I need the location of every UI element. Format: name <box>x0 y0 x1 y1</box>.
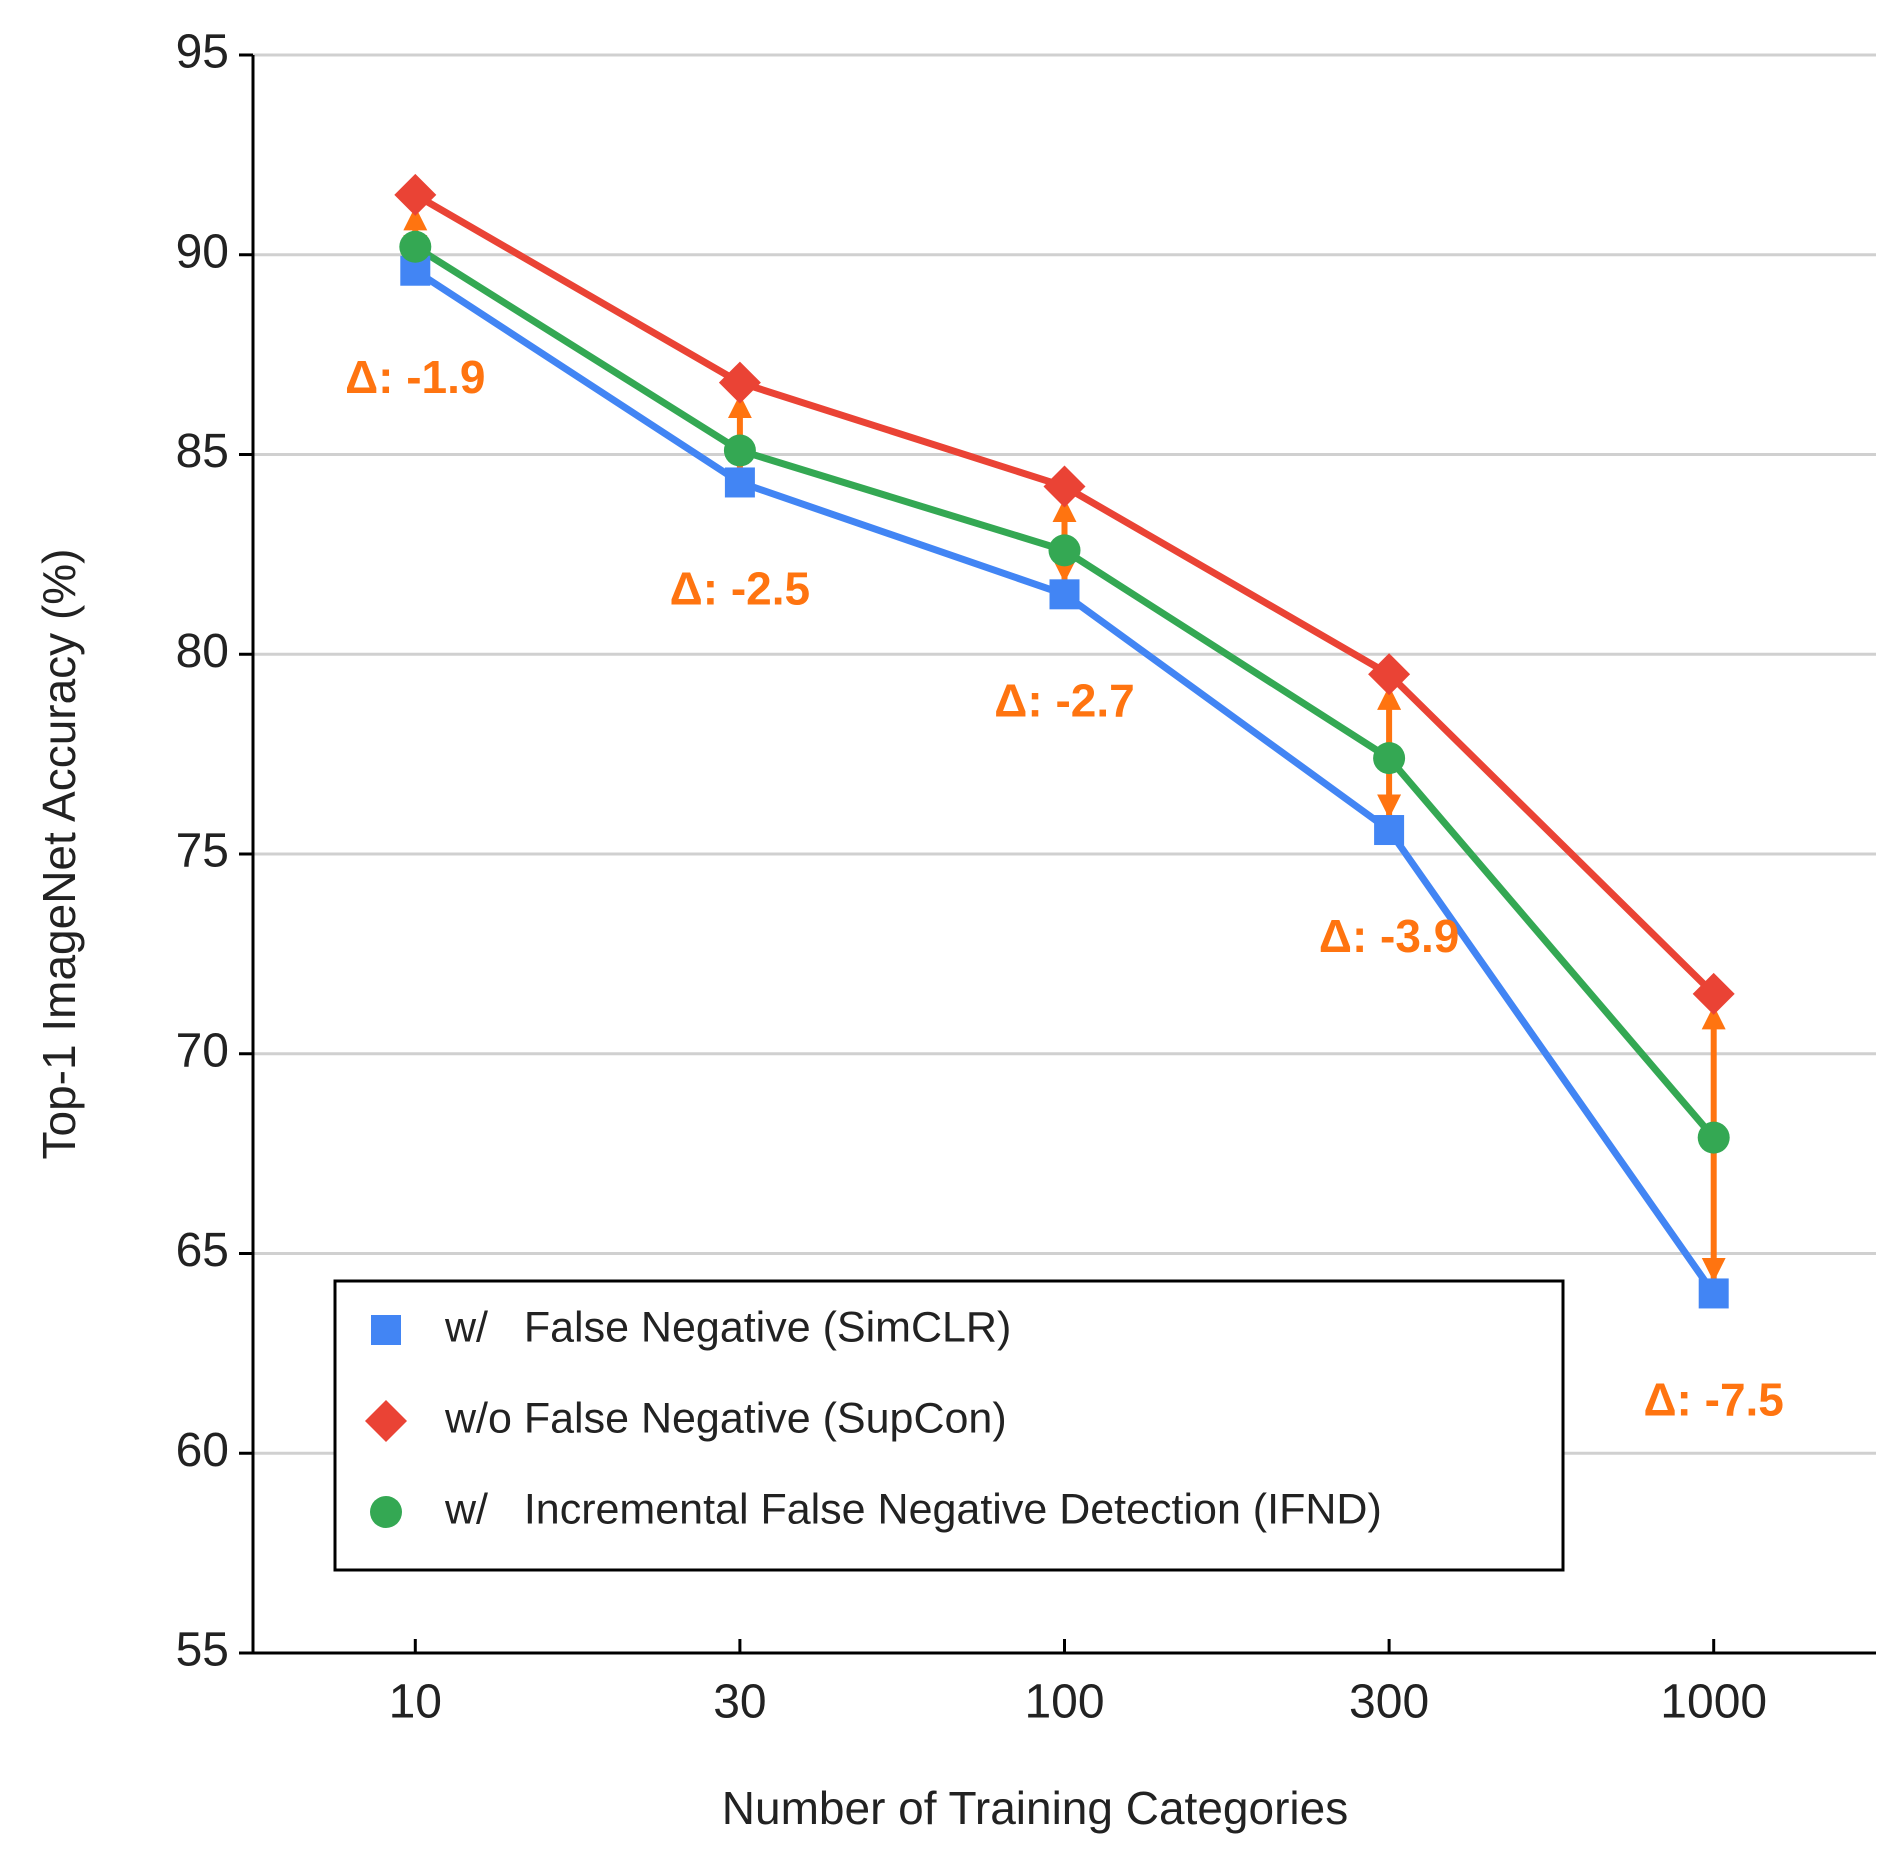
point <box>394 173 437 216</box>
point <box>724 467 755 498</box>
y-tick-label: 55 <box>176 1624 229 1677</box>
point <box>399 230 432 263</box>
legend-label: w/ Incremental False Negative Detection … <box>444 1485 1382 1533</box>
point <box>371 1315 401 1345</box>
point <box>1043 465 1086 508</box>
point <box>718 361 761 404</box>
point <box>1374 815 1405 846</box>
legend-label: w/o False Negative (SupCon) <box>444 1394 1007 1442</box>
y-tick-label: 85 <box>176 425 229 478</box>
point <box>1692 972 1735 1015</box>
x-tick-label: 300 <box>1349 1676 1429 1729</box>
legend-box <box>333 1279 1565 1572</box>
y-tick-label: 75 <box>176 825 229 878</box>
point <box>365 1400 407 1442</box>
y-tick-label: 65 <box>176 1224 229 1277</box>
delta-label: Δ: -7.5 <box>1643 1374 1783 1426</box>
series-line <box>413 267 1717 1296</box>
legend-label: w/ False Negative (SimCLR) <box>444 1303 1011 1351</box>
delta-label: Δ: -1.9 <box>345 351 485 403</box>
point <box>723 434 756 467</box>
y-tick-label: 80 <box>176 625 229 678</box>
x-tick-label: 1000 <box>1660 1676 1767 1729</box>
y-tick-label: 60 <box>176 1424 229 1477</box>
point <box>370 1496 402 1528</box>
delta-label: Δ: -2.5 <box>670 563 810 615</box>
y-tick-label: 95 <box>176 26 229 79</box>
y-tick-label: 90 <box>176 225 229 278</box>
delta-label: Δ: -3.9 <box>1319 910 1459 962</box>
x-tick-label: 10 <box>389 1676 442 1729</box>
x-tick-label: 100 <box>1024 1676 1104 1729</box>
legend: w/ False Negative (SimCLR) w/o False Nega… <box>333 1279 1565 1572</box>
x-axis-title: Number of Training Categories <box>722 1782 1348 1834</box>
delta-label: Δ: -2.7 <box>994 674 1134 726</box>
point <box>1368 653 1411 696</box>
point <box>1373 742 1406 775</box>
x-tick-label: 30 <box>713 1676 766 1729</box>
y-tick-label: 70 <box>176 1024 229 1077</box>
y-axis-title: Top-1 ImageNet Accuracy (%) <box>33 548 85 1159</box>
point <box>1049 579 1080 610</box>
point <box>1698 1278 1729 1309</box>
point <box>1697 1121 1730 1154</box>
point <box>1048 534 1081 567</box>
